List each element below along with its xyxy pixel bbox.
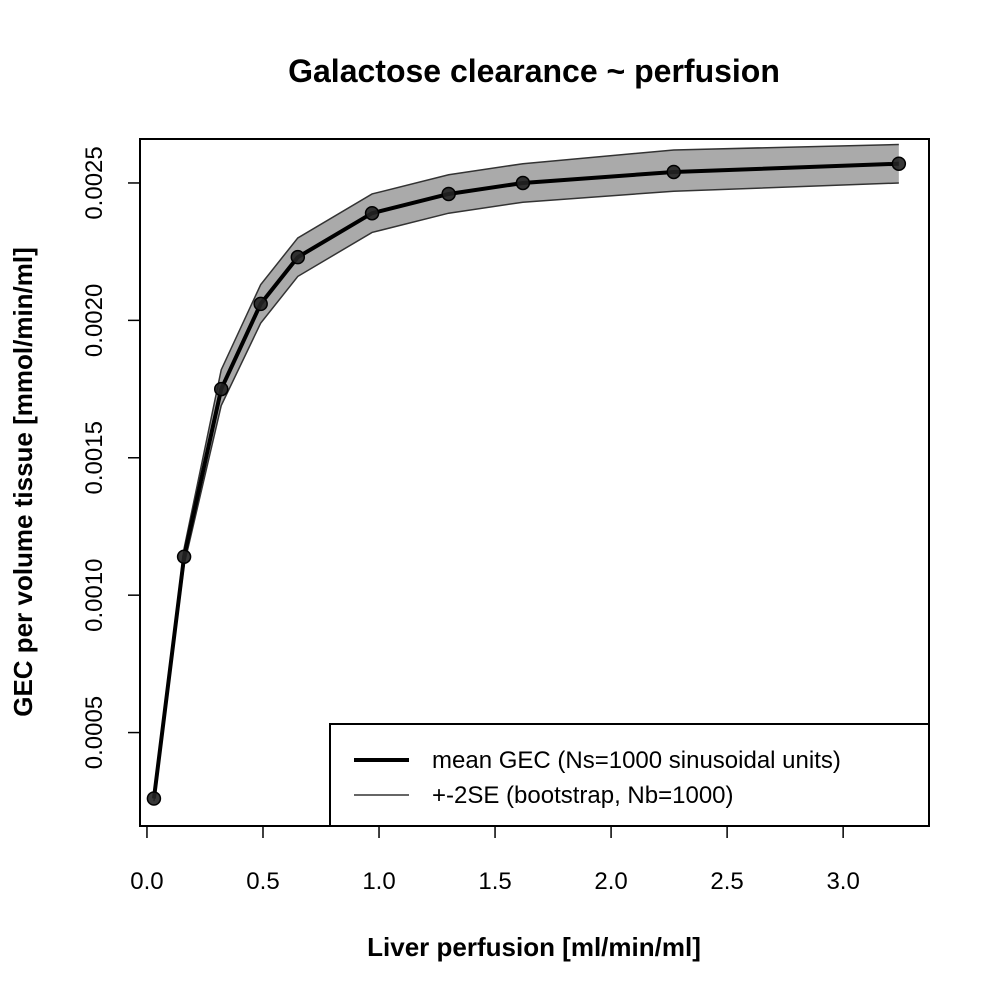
mean-gec-line xyxy=(151,161,899,799)
se-lower-line xyxy=(153,182,899,802)
data-point xyxy=(666,164,681,180)
x-tick-label: 1.0 xyxy=(362,868,395,895)
plot-frame xyxy=(139,138,930,827)
y-tick-label: 0.0015 xyxy=(81,421,108,494)
y-tick-label: 0.0005 xyxy=(81,696,108,769)
x-axis: 0.0 0.5 1.0 1.5 2.0 2.5 3.0 xyxy=(130,825,860,895)
data-point xyxy=(290,249,306,265)
data-point xyxy=(515,175,531,191)
x-tick-label: 2.5 xyxy=(710,868,743,895)
data-point xyxy=(213,381,229,397)
x-axis-label: Liver perfusion [ml/min/ml] xyxy=(367,932,701,962)
legend: mean GEC (Ns=1000 sinusoidal units) +-2S… xyxy=(329,723,930,827)
x-tick-label: 1.5 xyxy=(478,868,511,895)
data-point xyxy=(441,186,456,202)
x-tick-label: 2.0 xyxy=(594,868,627,895)
plot-area xyxy=(146,143,907,806)
legend-label-mean: mean GEC (Ns=1000 sinusoidal units) xyxy=(432,747,841,774)
legend-label-se: +-2SE (bootstrap, Nb=1000) xyxy=(432,782,734,809)
se-band xyxy=(153,144,899,802)
chart-title: Galactose clearance ~ perfusion xyxy=(288,53,780,89)
data-point xyxy=(176,549,192,564)
legend-box xyxy=(329,723,930,827)
y-axis: 0.0005 0.0010 0.0015 0.0020 0.0025 xyxy=(81,146,141,769)
data-point xyxy=(364,205,380,221)
data-point xyxy=(891,156,907,171)
y-tick-label: 0.0025 xyxy=(81,146,108,219)
data-point xyxy=(253,296,268,312)
y-tick-label: 0.0020 xyxy=(81,284,108,357)
se-upper-line xyxy=(153,143,899,796)
data-point xyxy=(146,791,162,806)
x-tick-label: 0.5 xyxy=(246,868,279,895)
y-axis-label: GEC per volume tissue [mmol/min/ml] xyxy=(8,247,38,717)
x-tick-label: 3.0 xyxy=(826,868,859,895)
x-tick-label: 0.0 xyxy=(130,868,163,895)
y-tick-label: 0.0010 xyxy=(81,558,108,631)
